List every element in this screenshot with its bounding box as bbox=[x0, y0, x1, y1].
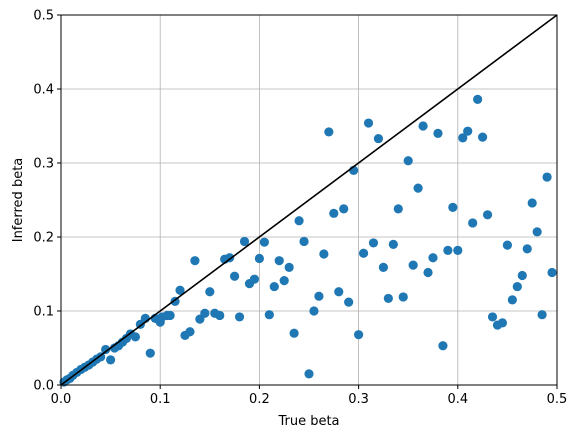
data-point bbox=[354, 330, 364, 340]
data-point bbox=[478, 132, 488, 142]
data-point bbox=[269, 281, 279, 292]
data-point bbox=[299, 236, 309, 247]
data-point bbox=[175, 285, 185, 295]
data-point bbox=[458, 133, 468, 143]
data-point bbox=[487, 312, 498, 322]
data-point bbox=[200, 308, 210, 318]
data-point bbox=[393, 204, 403, 214]
y-tick-label: 0.3 bbox=[33, 157, 54, 172]
x-tick-label: 0.5 bbox=[547, 392, 568, 407]
data-point bbox=[264, 310, 274, 320]
data-point bbox=[339, 204, 349, 214]
y-tick-label: 0.2 bbox=[33, 231, 54, 246]
y-tick-label: 0.5 bbox=[33, 9, 54, 24]
data-point bbox=[215, 310, 225, 321]
data-point bbox=[438, 341, 448, 351]
data-point bbox=[537, 310, 547, 320]
data-point bbox=[239, 236, 250, 247]
y-tick-label: 0.4 bbox=[33, 83, 54, 98]
data-point bbox=[334, 287, 344, 297]
data-point bbox=[443, 245, 453, 255]
data-point bbox=[542, 172, 552, 182]
data-point bbox=[284, 262, 294, 272]
data-point bbox=[304, 369, 314, 379]
data-point bbox=[130, 332, 140, 342]
data-point bbox=[547, 267, 557, 278]
data-point bbox=[254, 253, 264, 264]
x-tick-label: 0.2 bbox=[249, 392, 270, 407]
data-point bbox=[319, 249, 329, 259]
data-point bbox=[294, 216, 304, 226]
data-point bbox=[433, 128, 443, 138]
data-point bbox=[368, 238, 379, 248]
data-point bbox=[190, 256, 200, 266]
data-point bbox=[324, 127, 334, 137]
data-point bbox=[274, 256, 284, 266]
data-point bbox=[497, 318, 508, 328]
data-point bbox=[378, 262, 388, 272]
data-point bbox=[373, 133, 384, 144]
data-point bbox=[408, 260, 418, 270]
data-point bbox=[289, 328, 299, 338]
x-tick-label: 0.0 bbox=[51, 392, 72, 407]
data-point bbox=[448, 202, 458, 212]
x-tick-label: 0.1 bbox=[150, 392, 171, 407]
data-point bbox=[463, 126, 473, 136]
axis-ticks: 0.0 0.1 0.2 0.3 0.4 0.5 0.0 0.1 0.2 0.3 0.4 0.5 bbox=[33, 9, 567, 408]
data-point bbox=[522, 244, 532, 254]
data-point bbox=[413, 183, 423, 193]
data-point bbox=[145, 348, 155, 358]
data-point bbox=[512, 281, 522, 292]
plot-area-frame bbox=[60, 14, 558, 386]
data-point bbox=[428, 253, 438, 263]
data-point bbox=[101, 344, 111, 355]
data-point bbox=[329, 208, 339, 218]
data-point bbox=[249, 274, 260, 284]
data-point bbox=[383, 293, 393, 304]
x-tick-label: 0.4 bbox=[447, 392, 468, 407]
data-point bbox=[344, 297, 354, 307]
data-point bbox=[403, 156, 413, 166]
data-point bbox=[473, 94, 483, 104]
data-point bbox=[230, 271, 240, 281]
data-point bbox=[358, 248, 369, 258]
data-point bbox=[468, 218, 478, 228]
data-point bbox=[507, 295, 517, 305]
data-point bbox=[234, 312, 245, 322]
data-point bbox=[418, 121, 428, 131]
data-point bbox=[388, 239, 398, 249]
data-points bbox=[59, 94, 557, 387]
data-point bbox=[185, 327, 195, 337]
data-point bbox=[502, 240, 512, 250]
data-point bbox=[532, 227, 542, 237]
data-point bbox=[259, 237, 269, 247]
x-tick-label: 0.3 bbox=[348, 392, 369, 407]
data-point bbox=[482, 210, 493, 220]
y-axis-label: Inferred beta bbox=[11, 158, 26, 243]
data-point bbox=[517, 270, 527, 281]
data-point bbox=[363, 118, 374, 128]
data-point bbox=[423, 267, 433, 278]
data-point bbox=[165, 310, 175, 321]
y-tick-label: 0.0 bbox=[33, 379, 54, 394]
data-point bbox=[309, 306, 319, 316]
data-point bbox=[398, 292, 408, 302]
data-point bbox=[106, 355, 116, 365]
data-point bbox=[314, 291, 324, 301]
y-tick-label: 0.1 bbox=[33, 305, 54, 320]
x-axis-label: True beta bbox=[277, 414, 339, 429]
data-point bbox=[279, 276, 289, 286]
identity-reference-line bbox=[60, 14, 558, 386]
data-point bbox=[453, 245, 463, 255]
data-point bbox=[205, 287, 215, 297]
data-point bbox=[527, 198, 537, 208]
